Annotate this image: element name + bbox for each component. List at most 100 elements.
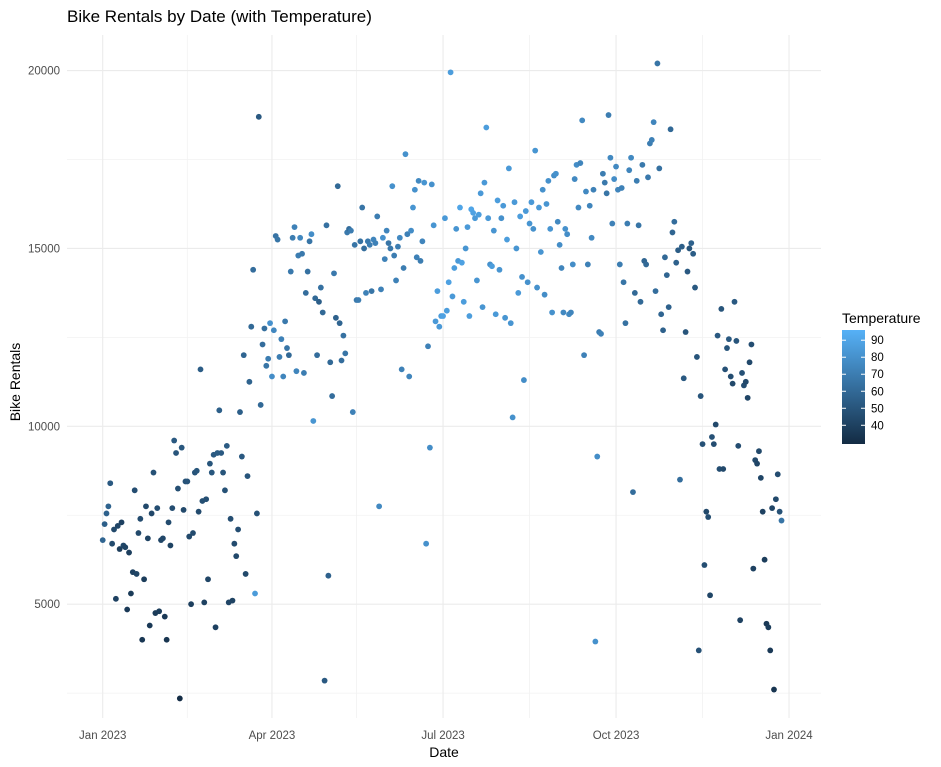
- data-point: [297, 234, 304, 241]
- colorbar-tick-label: 90: [871, 335, 884, 347]
- data-point: [250, 266, 257, 273]
- data-point: [135, 530, 142, 536]
- data-point: [276, 354, 283, 360]
- data-point: [447, 69, 454, 76]
- data-point: [430, 222, 437, 229]
- data-point: [475, 211, 482, 218]
- data-point: [571, 176, 578, 182]
- data-point: [131, 487, 138, 494]
- data-point: [432, 318, 439, 325]
- data-point: [389, 183, 396, 190]
- data-point: [754, 460, 760, 467]
- data-point: [329, 393, 336, 399]
- data-point: [293, 368, 300, 375]
- data-point: [714, 332, 721, 339]
- data-point: [556, 241, 563, 248]
- data-point: [107, 480, 114, 487]
- x-tick-label: Jul 2023: [421, 730, 464, 742]
- data-point: [379, 234, 386, 241]
- data-point: [477, 190, 484, 197]
- data-point: [265, 355, 272, 362]
- data-point: [180, 506, 187, 513]
- colorbar-tick-label: 70: [871, 369, 884, 381]
- data-point: [428, 181, 435, 188]
- data-point: [327, 359, 334, 366]
- data-point: [391, 252, 398, 259]
- data-point: [658, 311, 665, 318]
- data-point: [178, 444, 185, 451]
- colorbar-ticks: 40 50 60 70 80 90: [842, 335, 884, 432]
- data-point: [547, 225, 554, 232]
- data-point: [321, 677, 328, 684]
- data-point: [688, 240, 695, 247]
- data-point: [511, 199, 518, 206]
- data-point: [363, 290, 369, 296]
- data-point: [705, 514, 712, 520]
- data-point: [611, 176, 618, 182]
- data-point: [190, 530, 196, 536]
- data-point: [212, 624, 219, 631]
- data-point: [584, 261, 591, 268]
- data-point: [590, 186, 597, 193]
- data-point: [778, 517, 785, 524]
- data-point: [246, 378, 253, 385]
- data-point: [150, 469, 157, 476]
- data-point: [725, 336, 732, 343]
- data-point: [402, 151, 409, 158]
- data-point: [701, 562, 708, 568]
- data-point: [436, 323, 443, 330]
- data-point: [396, 234, 403, 241]
- data-point: [583, 188, 589, 195]
- data-point: [707, 592, 713, 599]
- data-point: [229, 597, 236, 604]
- data-point: [504, 236, 510, 243]
- data-point: [774, 471, 781, 478]
- data-point: [126, 549, 132, 556]
- data-point: [588, 234, 595, 241]
- data-point: [665, 304, 672, 311]
- data-point: [485, 215, 492, 222]
- data-point: [569, 261, 576, 268]
- data-point: [111, 526, 117, 533]
- data-point: [349, 409, 356, 415]
- data-point: [205, 576, 211, 583]
- data-point: [114, 523, 121, 529]
- data-point: [332, 314, 339, 321]
- data-point: [489, 263, 495, 270]
- data-point: [316, 298, 322, 305]
- minor-grid: [67, 35, 821, 718]
- data-point: [325, 572, 332, 579]
- data-point: [451, 265, 458, 271]
- data-point: [633, 177, 640, 184]
- data-point: [323, 222, 330, 229]
- data-point: [669, 229, 676, 236]
- data-point: [724, 345, 730, 351]
- data-point: [703, 508, 710, 515]
- data-point: [616, 261, 623, 268]
- data-point: [609, 220, 616, 227]
- data-point: [442, 215, 448, 222]
- data-point: [143, 503, 149, 510]
- data-point: [154, 505, 161, 512]
- data-point: [314, 352, 320, 359]
- data-points: [99, 60, 785, 702]
- data-point: [496, 266, 503, 273]
- data-point: [124, 606, 131, 613]
- data-point: [269, 373, 275, 380]
- data-point: [756, 448, 762, 455]
- data-point: [678, 243, 685, 250]
- data-point: [238, 453, 245, 460]
- data-point: [739, 370, 745, 376]
- data-point: [519, 273, 525, 280]
- data-point: [368, 288, 375, 295]
- data-point: [252, 590, 258, 597]
- data-point: [171, 437, 178, 444]
- data-point: [483, 124, 490, 131]
- data-point: [156, 608, 163, 615]
- data-point: [474, 277, 480, 284]
- data-point: [383, 227, 390, 234]
- data-point: [776, 508, 783, 515]
- data-point: [434, 288, 441, 295]
- data-point: [338, 357, 345, 364]
- data-point: [336, 320, 343, 327]
